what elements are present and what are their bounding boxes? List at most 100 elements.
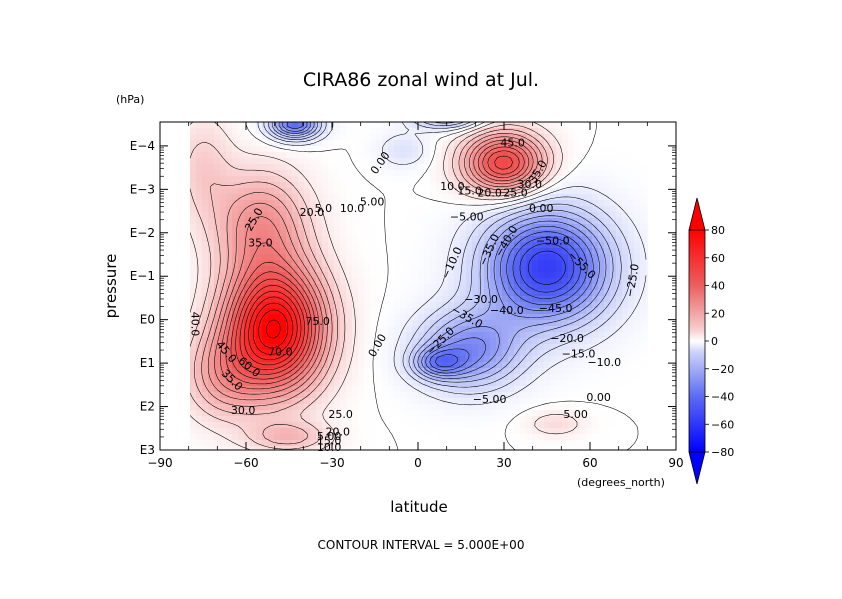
field-cell <box>190 122 197 129</box>
field-cell <box>214 350 221 357</box>
field-cell <box>424 158 431 165</box>
field-cell <box>250 416 257 423</box>
field-cell <box>370 254 377 261</box>
field-cell <box>514 344 521 351</box>
field-cell <box>388 134 395 141</box>
field-cell <box>256 374 263 381</box>
field-cell <box>556 122 563 129</box>
field-cell <box>610 122 617 129</box>
field-cell <box>418 362 425 369</box>
field-cell <box>598 368 605 375</box>
field-cell <box>340 416 347 423</box>
field-cell <box>610 200 617 207</box>
field-cell <box>640 422 647 429</box>
field-cell <box>406 302 413 309</box>
field-cell <box>634 398 641 405</box>
field-cell <box>460 332 467 339</box>
field-cell <box>490 194 497 201</box>
field-cell <box>268 368 275 375</box>
field-cell <box>310 122 317 129</box>
contour-label: 75.0 <box>305 315 330 328</box>
field-cell <box>622 290 629 297</box>
field-cell <box>250 362 257 369</box>
field-cell <box>340 284 347 291</box>
field-cell <box>604 302 611 309</box>
field-cell <box>538 248 545 255</box>
field-cell <box>262 392 269 399</box>
field-cell <box>256 218 263 225</box>
field-cell <box>328 302 335 309</box>
field-cell <box>274 302 281 309</box>
field-cell <box>466 194 473 201</box>
field-cell <box>514 158 521 165</box>
field-cell <box>376 320 383 327</box>
field-cell <box>454 122 461 129</box>
field-cell <box>190 416 197 423</box>
field-cell <box>508 332 515 339</box>
field-cell <box>568 170 575 177</box>
field-cell <box>592 428 599 435</box>
field-cell <box>262 398 269 405</box>
field-cell <box>328 254 335 261</box>
field-cell <box>544 128 551 135</box>
field-cell <box>502 170 509 177</box>
field-cell <box>346 302 353 309</box>
field-cell <box>472 284 479 291</box>
field-cell <box>190 128 197 135</box>
field-cell <box>232 230 239 237</box>
field-cell <box>400 440 407 447</box>
field-cell <box>400 182 407 189</box>
field-cell <box>238 224 245 231</box>
field-cell <box>232 404 239 411</box>
field-cell <box>418 410 425 417</box>
field-cell <box>538 182 545 189</box>
field-cell <box>304 440 311 447</box>
field-cell <box>244 236 251 243</box>
field-cell <box>460 350 467 357</box>
field-cell <box>460 410 467 417</box>
field-cell <box>580 434 587 441</box>
field-cell <box>424 224 431 231</box>
field-cell <box>238 278 245 285</box>
field-cell <box>352 242 359 249</box>
field-cell <box>316 164 323 171</box>
field-cell <box>592 326 599 333</box>
field-cell <box>430 356 437 363</box>
field-cell <box>394 416 401 423</box>
field-cell <box>292 212 299 219</box>
field-cell <box>202 122 209 129</box>
field-cell <box>262 266 269 273</box>
field-cell <box>538 140 545 147</box>
field-cell <box>436 398 443 405</box>
field-cell <box>502 302 509 309</box>
field-cell <box>448 410 455 417</box>
x-tick-label: 60 <box>582 456 597 470</box>
field-cell <box>382 428 389 435</box>
field-cell <box>310 260 317 267</box>
field-cell <box>286 368 293 375</box>
field-cell <box>316 152 323 159</box>
field-cell <box>586 374 593 381</box>
field-cell <box>532 134 539 141</box>
field-cell <box>466 296 473 303</box>
field-cell <box>562 128 569 135</box>
field-cell <box>400 200 407 207</box>
field-cell <box>316 416 323 423</box>
field-cell <box>646 278 648 285</box>
field-cell <box>340 206 347 213</box>
field-cell <box>490 272 497 279</box>
field-cell <box>562 434 569 441</box>
field-cell <box>598 146 605 153</box>
field-cell <box>286 248 293 255</box>
field-cell <box>460 146 467 153</box>
field-cell <box>268 122 275 129</box>
field-cell <box>592 332 599 339</box>
field-cell <box>622 158 629 165</box>
field-cell <box>406 152 413 159</box>
field-cell <box>292 392 299 399</box>
field-cell <box>274 290 281 297</box>
field-cell <box>502 344 509 351</box>
field-cell <box>628 254 635 261</box>
field-cell <box>202 206 209 213</box>
field-cell <box>472 386 479 393</box>
